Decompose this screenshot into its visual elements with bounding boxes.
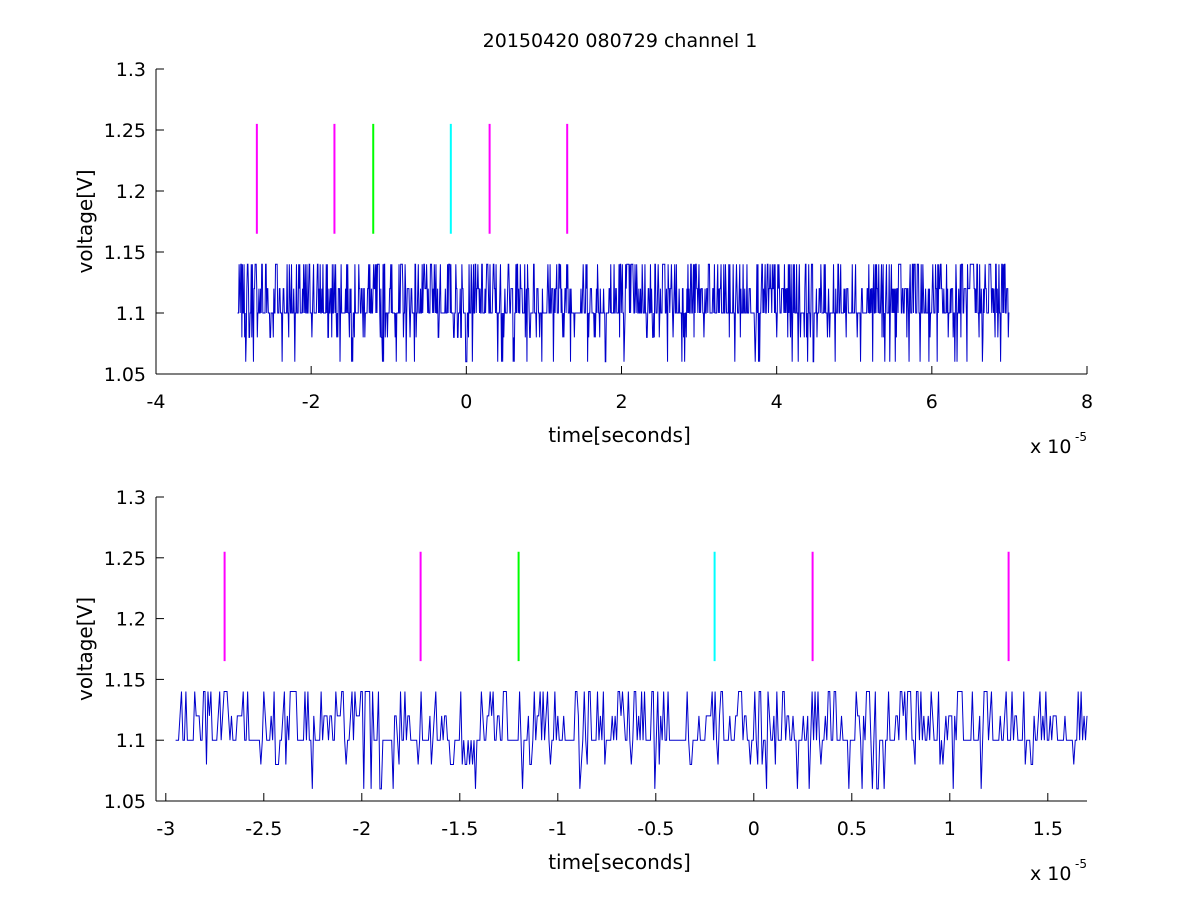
x-tick-label: 0.5 <box>837 818 867 840</box>
x-axis-title: time[seconds] <box>548 423 691 447</box>
y-tick-label: 1.3 <box>116 59 146 81</box>
y-tick-label: 1.1 <box>116 730 146 752</box>
x-tick-label: -1.5 <box>441 818 478 840</box>
bottom-axes: -3 -2.5 -2 -1.5 -1 -0.5 0 0.5 1 1.5 1.05 1.1 1.15 1.2… <box>73 487 1088 885</box>
x-tick-label: 0 <box>748 818 760 840</box>
x-axis-multiplier-exponent: -5 <box>1075 430 1087 444</box>
y-tick-label: 1.3 <box>116 487 146 509</box>
x-tick-label: 1.5 <box>1033 818 1063 840</box>
x-axis-multiplier-exponent: -5 <box>1075 857 1087 871</box>
x-axis-multiplier: x 10 <box>1030 436 1071 458</box>
x-tick-label: -0.5 <box>637 818 674 840</box>
x-tick-label: -2 <box>302 391 321 413</box>
y-axis-title: voltage[V] <box>73 169 97 273</box>
y-tick-label: 1.1 <box>116 303 146 325</box>
x-tick-label: -2 <box>352 818 371 840</box>
y-axis-title: voltage[V] <box>73 597 97 701</box>
y-tick-label: 1.15 <box>104 242 146 264</box>
x-tick-label: -3 <box>156 818 175 840</box>
x-tick-label: 0 <box>460 391 472 413</box>
x-tick-label: 1 <box>944 818 956 840</box>
x-tick-label: 8 <box>1081 391 1093 413</box>
x-tick-label: -1 <box>548 818 567 840</box>
figure-title: 20150420 080729 channel 1 <box>483 30 758 52</box>
y-tick-label: 1.15 <box>104 669 146 691</box>
top-axes: -4 -2 0 2 4 6 8 1.05 1.1 1.15 1.2 1.25 1.3 time[secon… <box>73 59 1093 458</box>
x-tick-label: 6 <box>926 391 938 413</box>
x-tick-label: 4 <box>771 391 783 413</box>
x-tick-label: 2 <box>615 391 627 413</box>
y-tick-label: 1.2 <box>116 609 146 631</box>
y-tick-label: 1.25 <box>104 548 146 570</box>
y-tick-label: 1.05 <box>104 364 146 386</box>
x-axis-title: time[seconds] <box>548 850 691 874</box>
x-tick-label: -2.5 <box>245 818 282 840</box>
x-axis-multiplier: x 10 <box>1030 863 1071 885</box>
y-tick-label: 1.05 <box>104 791 146 813</box>
y-tick-label: 1.25 <box>104 120 146 142</box>
y-tick-label: 1.2 <box>116 181 146 203</box>
voltage-trace <box>237 263 1010 363</box>
voltage-trace <box>175 691 1088 790</box>
x-tick-label: -4 <box>147 391 166 413</box>
